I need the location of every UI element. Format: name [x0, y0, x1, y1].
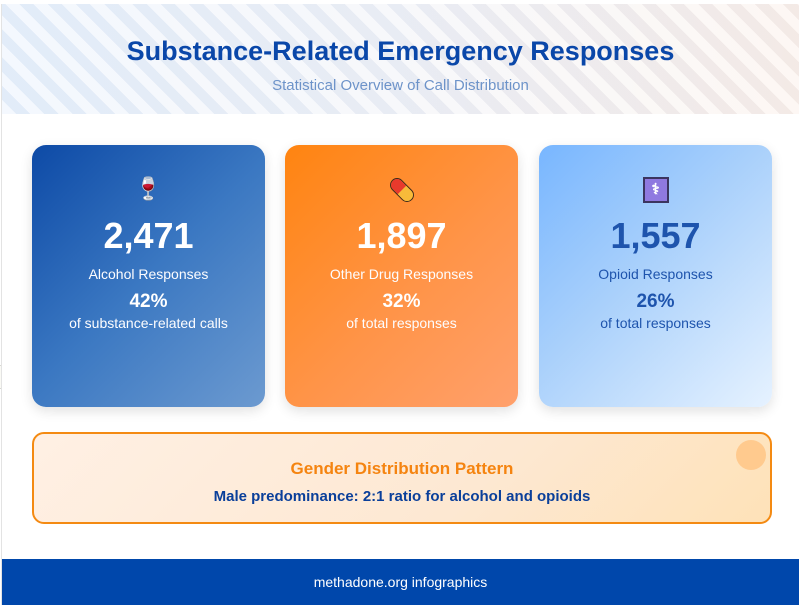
stat-card-alcohol: 🍷 2,471 Alcohol Responses 42% of substan…	[32, 145, 265, 407]
stat-label: Opioid Responses	[598, 266, 713, 282]
footer: methadone.org infographics	[2, 559, 799, 605]
stat-description: of total responses	[600, 315, 711, 331]
stat-card-other-drugs: 1,897 Other Drug Responses 32% of total …	[285, 145, 518, 407]
wine-glass-icon: 🍷	[134, 176, 163, 201]
pill-icon	[285, 175, 518, 206]
stat-value: 1,557	[610, 215, 701, 256]
medical-symbol-icon: ⚕	[539, 175, 772, 204]
footer-text: methadone.org infographics	[313, 574, 488, 590]
infographic: Substance-Related Emergency Responses St…	[1, 4, 799, 605]
stat-label: Other Drug Responses	[329, 266, 474, 282]
stat-description: of substance-related calls	[69, 315, 228, 331]
page-title: Substance-Related Emergency Responses	[126, 36, 675, 66]
callout-title: Gender Distribution Pattern	[290, 459, 514, 478]
header-banner: Substance-Related Emergency Responses St…	[2, 4, 799, 114]
decorative-circle	[736, 440, 766, 470]
stat-value: 2,471	[103, 215, 194, 256]
callout-text: Male predominance: 2:1 ratio for alcohol…	[213, 488, 591, 505]
stat-percent: 32%	[382, 291, 421, 312]
stat-percent: 26%	[636, 291, 675, 312]
stat-card-opioids: ⚕ 1,557 Opioid Responses 26% of total re…	[539, 145, 772, 407]
stat-description: of total responses	[346, 315, 457, 331]
stat-percent: 42%	[129, 291, 168, 312]
gender-distribution-callout: Gender Distribution Pattern Male predomi…	[32, 432, 772, 524]
page-subtitle: Statistical Overview of Call Distributio…	[272, 77, 529, 94]
stat-value: 1,897	[356, 215, 447, 256]
stat-label: Alcohol Responses	[88, 266, 209, 282]
